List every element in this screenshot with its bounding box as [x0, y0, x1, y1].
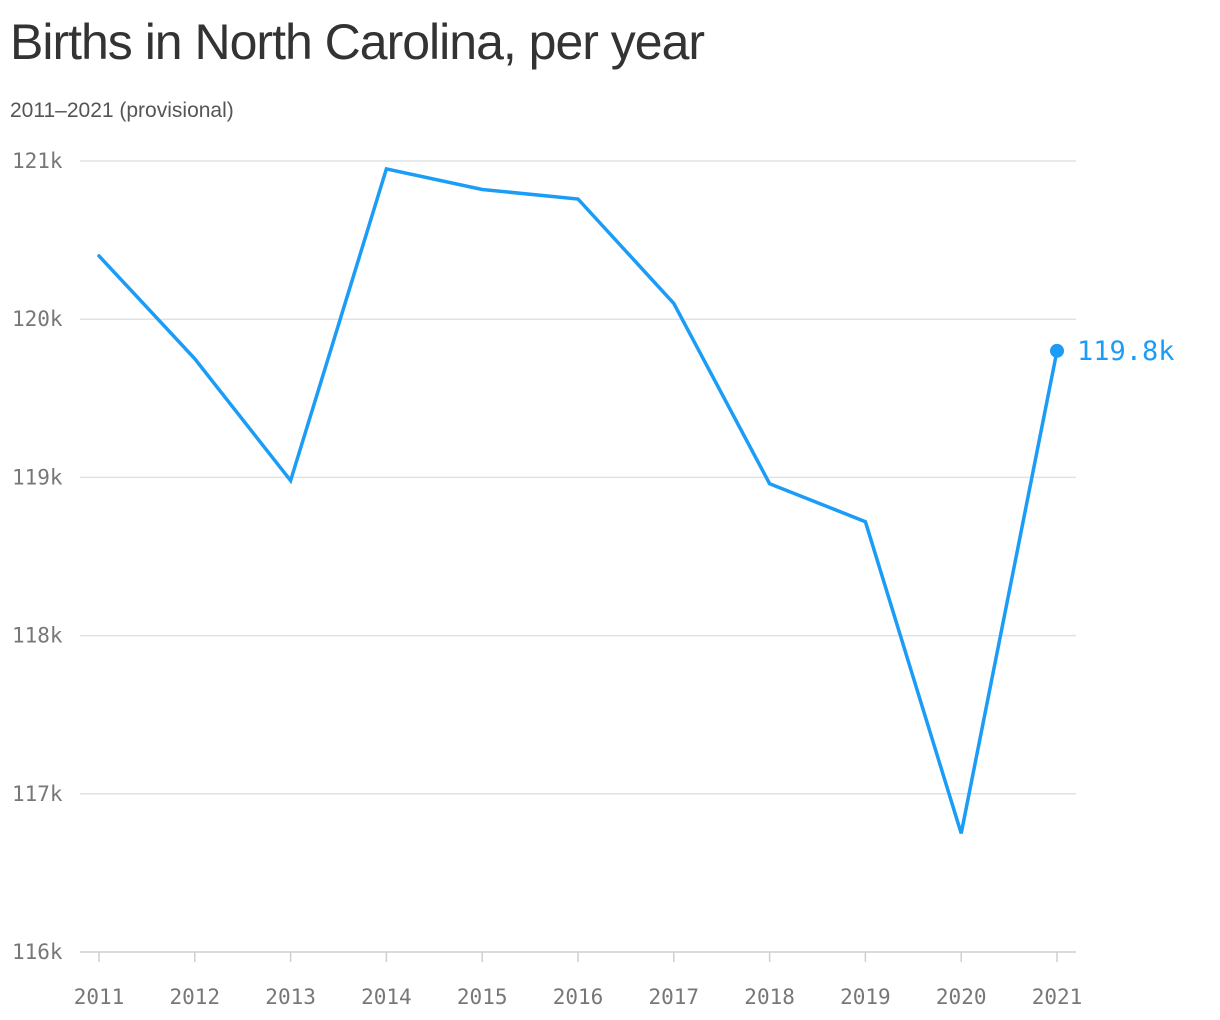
x-tick-label: 2016 — [553, 985, 604, 1009]
y-tick-label: 117k — [12, 782, 63, 806]
y-tick-label: 121k — [12, 149, 63, 173]
x-tick-label: 2018 — [744, 985, 795, 1009]
y-tick-label: 119k — [12, 465, 63, 489]
gridlines — [80, 160, 1076, 953]
x-tick-label: 2012 — [170, 985, 221, 1009]
x-tick-label: 2017 — [649, 985, 700, 1009]
x-axis-ticks: 2011 2012 2013 2014 2015 2016 2017 2018 2019 2020… — [74, 952, 1083, 1009]
x-tick-label: 2011 — [74, 985, 125, 1009]
y-axis-ticks: 116k 117k 118k 119k 120k 121k — [12, 149, 63, 964]
x-tick-label: 2015 — [457, 985, 508, 1009]
y-tick-label: 118k — [12, 624, 63, 648]
chart-subtitle: 2011–2021 (provisional) — [10, 99, 234, 122]
x-tick-label: 2019 — [840, 985, 891, 1009]
series-layer: 119.8k — [97, 166, 1175, 834]
x-tick-label: 2014 — [361, 985, 412, 1009]
x-tick-label: 2020 — [936, 985, 987, 1009]
series-line — [97, 166, 1059, 834]
chart-title: Births in North Carolina, per year — [10, 14, 705, 70]
end-point-marker — [1050, 343, 1064, 358]
end-value-label: 119.8k — [1077, 336, 1175, 367]
y-tick-label: 116k — [12, 940, 63, 964]
x-tick-label: 2013 — [265, 985, 316, 1009]
x-tick-label: 2021 — [1032, 985, 1083, 1009]
y-tick-label: 120k — [12, 307, 63, 331]
